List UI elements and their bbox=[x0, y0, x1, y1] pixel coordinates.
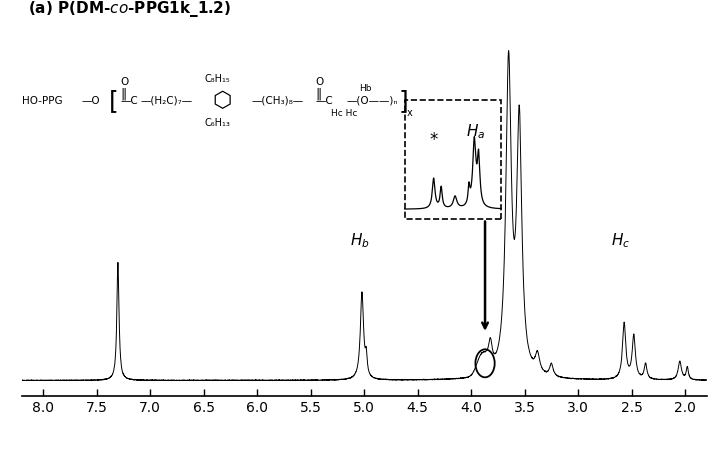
Text: $H_c$: $H_c$ bbox=[611, 231, 631, 250]
Text: $H_a$: $H_a$ bbox=[466, 122, 485, 141]
Text: $*$: $*$ bbox=[429, 129, 438, 147]
Text: ‖: ‖ bbox=[121, 88, 127, 101]
Text: (a) P(DM-$\mathit{co}$-PPG1k_1.2): (a) P(DM-$\mathit{co}$-PPG1k_1.2) bbox=[29, 0, 231, 19]
Text: —(H₂C)₇—: —(H₂C)₇— bbox=[141, 96, 193, 106]
Text: —(O——)ₙ: —(O——)ₙ bbox=[347, 96, 398, 106]
Text: —(CH₃)₈—: —(CH₃)₈— bbox=[252, 96, 304, 106]
Text: O: O bbox=[315, 77, 323, 87]
Text: $H_b$: $H_b$ bbox=[350, 231, 370, 250]
Text: C₈H₁₅: C₈H₁₅ bbox=[204, 74, 230, 84]
Text: ]: ] bbox=[399, 89, 408, 113]
Text: Hb: Hb bbox=[359, 84, 371, 93]
Text: ⬡: ⬡ bbox=[212, 91, 231, 111]
Text: x: x bbox=[407, 108, 412, 118]
Text: C₆H₁₃: C₆H₁₃ bbox=[204, 118, 230, 128]
FancyBboxPatch shape bbox=[404, 100, 501, 219]
Text: HO-PPG: HO-PPG bbox=[22, 96, 62, 106]
Text: [: [ bbox=[109, 89, 119, 113]
Text: Hc Hc: Hc Hc bbox=[331, 109, 358, 118]
Text: ‖: ‖ bbox=[315, 88, 322, 101]
Text: —O: —O bbox=[81, 96, 99, 106]
Text: —C: —C bbox=[315, 96, 333, 106]
Text: —C: —C bbox=[121, 96, 138, 106]
Text: O: O bbox=[121, 77, 129, 87]
